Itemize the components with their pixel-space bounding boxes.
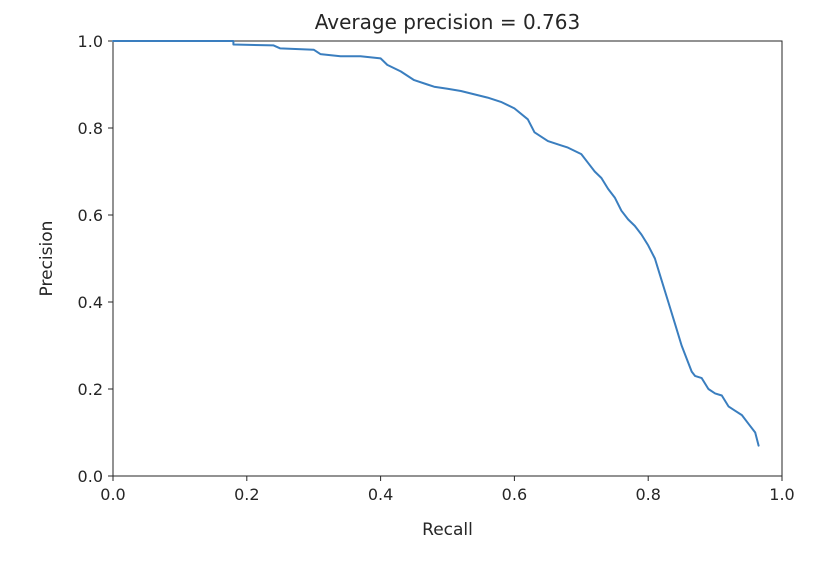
x-tick-label: 0.2 [234, 485, 259, 504]
y-axis-title: Precision [37, 221, 57, 297]
y-tick-label: 0.2 [78, 380, 103, 399]
x-axis-title: Recall [422, 520, 473, 540]
x-tick-label: 1.0 [769, 485, 794, 504]
y-tick-label: 1.0 [78, 32, 103, 51]
precision-recall-line [112, 40, 760, 447]
x-tick-label: 0.0 [100, 485, 125, 504]
y-tick-label: 0.6 [78, 206, 103, 225]
y-tick-label: 0.8 [78, 119, 103, 138]
y-tick-label: 0.0 [78, 467, 103, 486]
y-axis: 0.0 0.2 0.4 0.6 0.8 1.0 [78, 32, 113, 486]
y-tick-label: 0.4 [78, 293, 103, 312]
x-tick-label: 0.6 [502, 485, 527, 504]
chart-title: Average precision = 0.763 [315, 10, 580, 34]
x-tick-label: 0.4 [368, 485, 393, 504]
x-axis: 0.0 0.2 0.4 0.6 0.8 1.0 [100, 476, 795, 504]
plot-area-frame [112, 40, 783, 477]
x-tick-label: 0.8 [635, 485, 660, 504]
